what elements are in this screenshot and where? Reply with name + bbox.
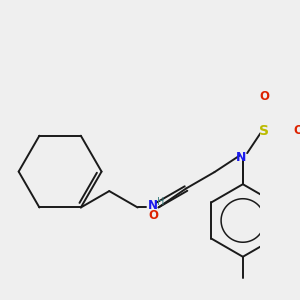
Text: N: N — [148, 199, 158, 212]
Text: S: S — [259, 124, 269, 138]
Text: O: O — [259, 89, 269, 103]
Text: O: O — [293, 124, 300, 137]
Text: H: H — [157, 197, 164, 207]
Text: O: O — [148, 209, 158, 222]
Text: N: N — [236, 151, 246, 164]
